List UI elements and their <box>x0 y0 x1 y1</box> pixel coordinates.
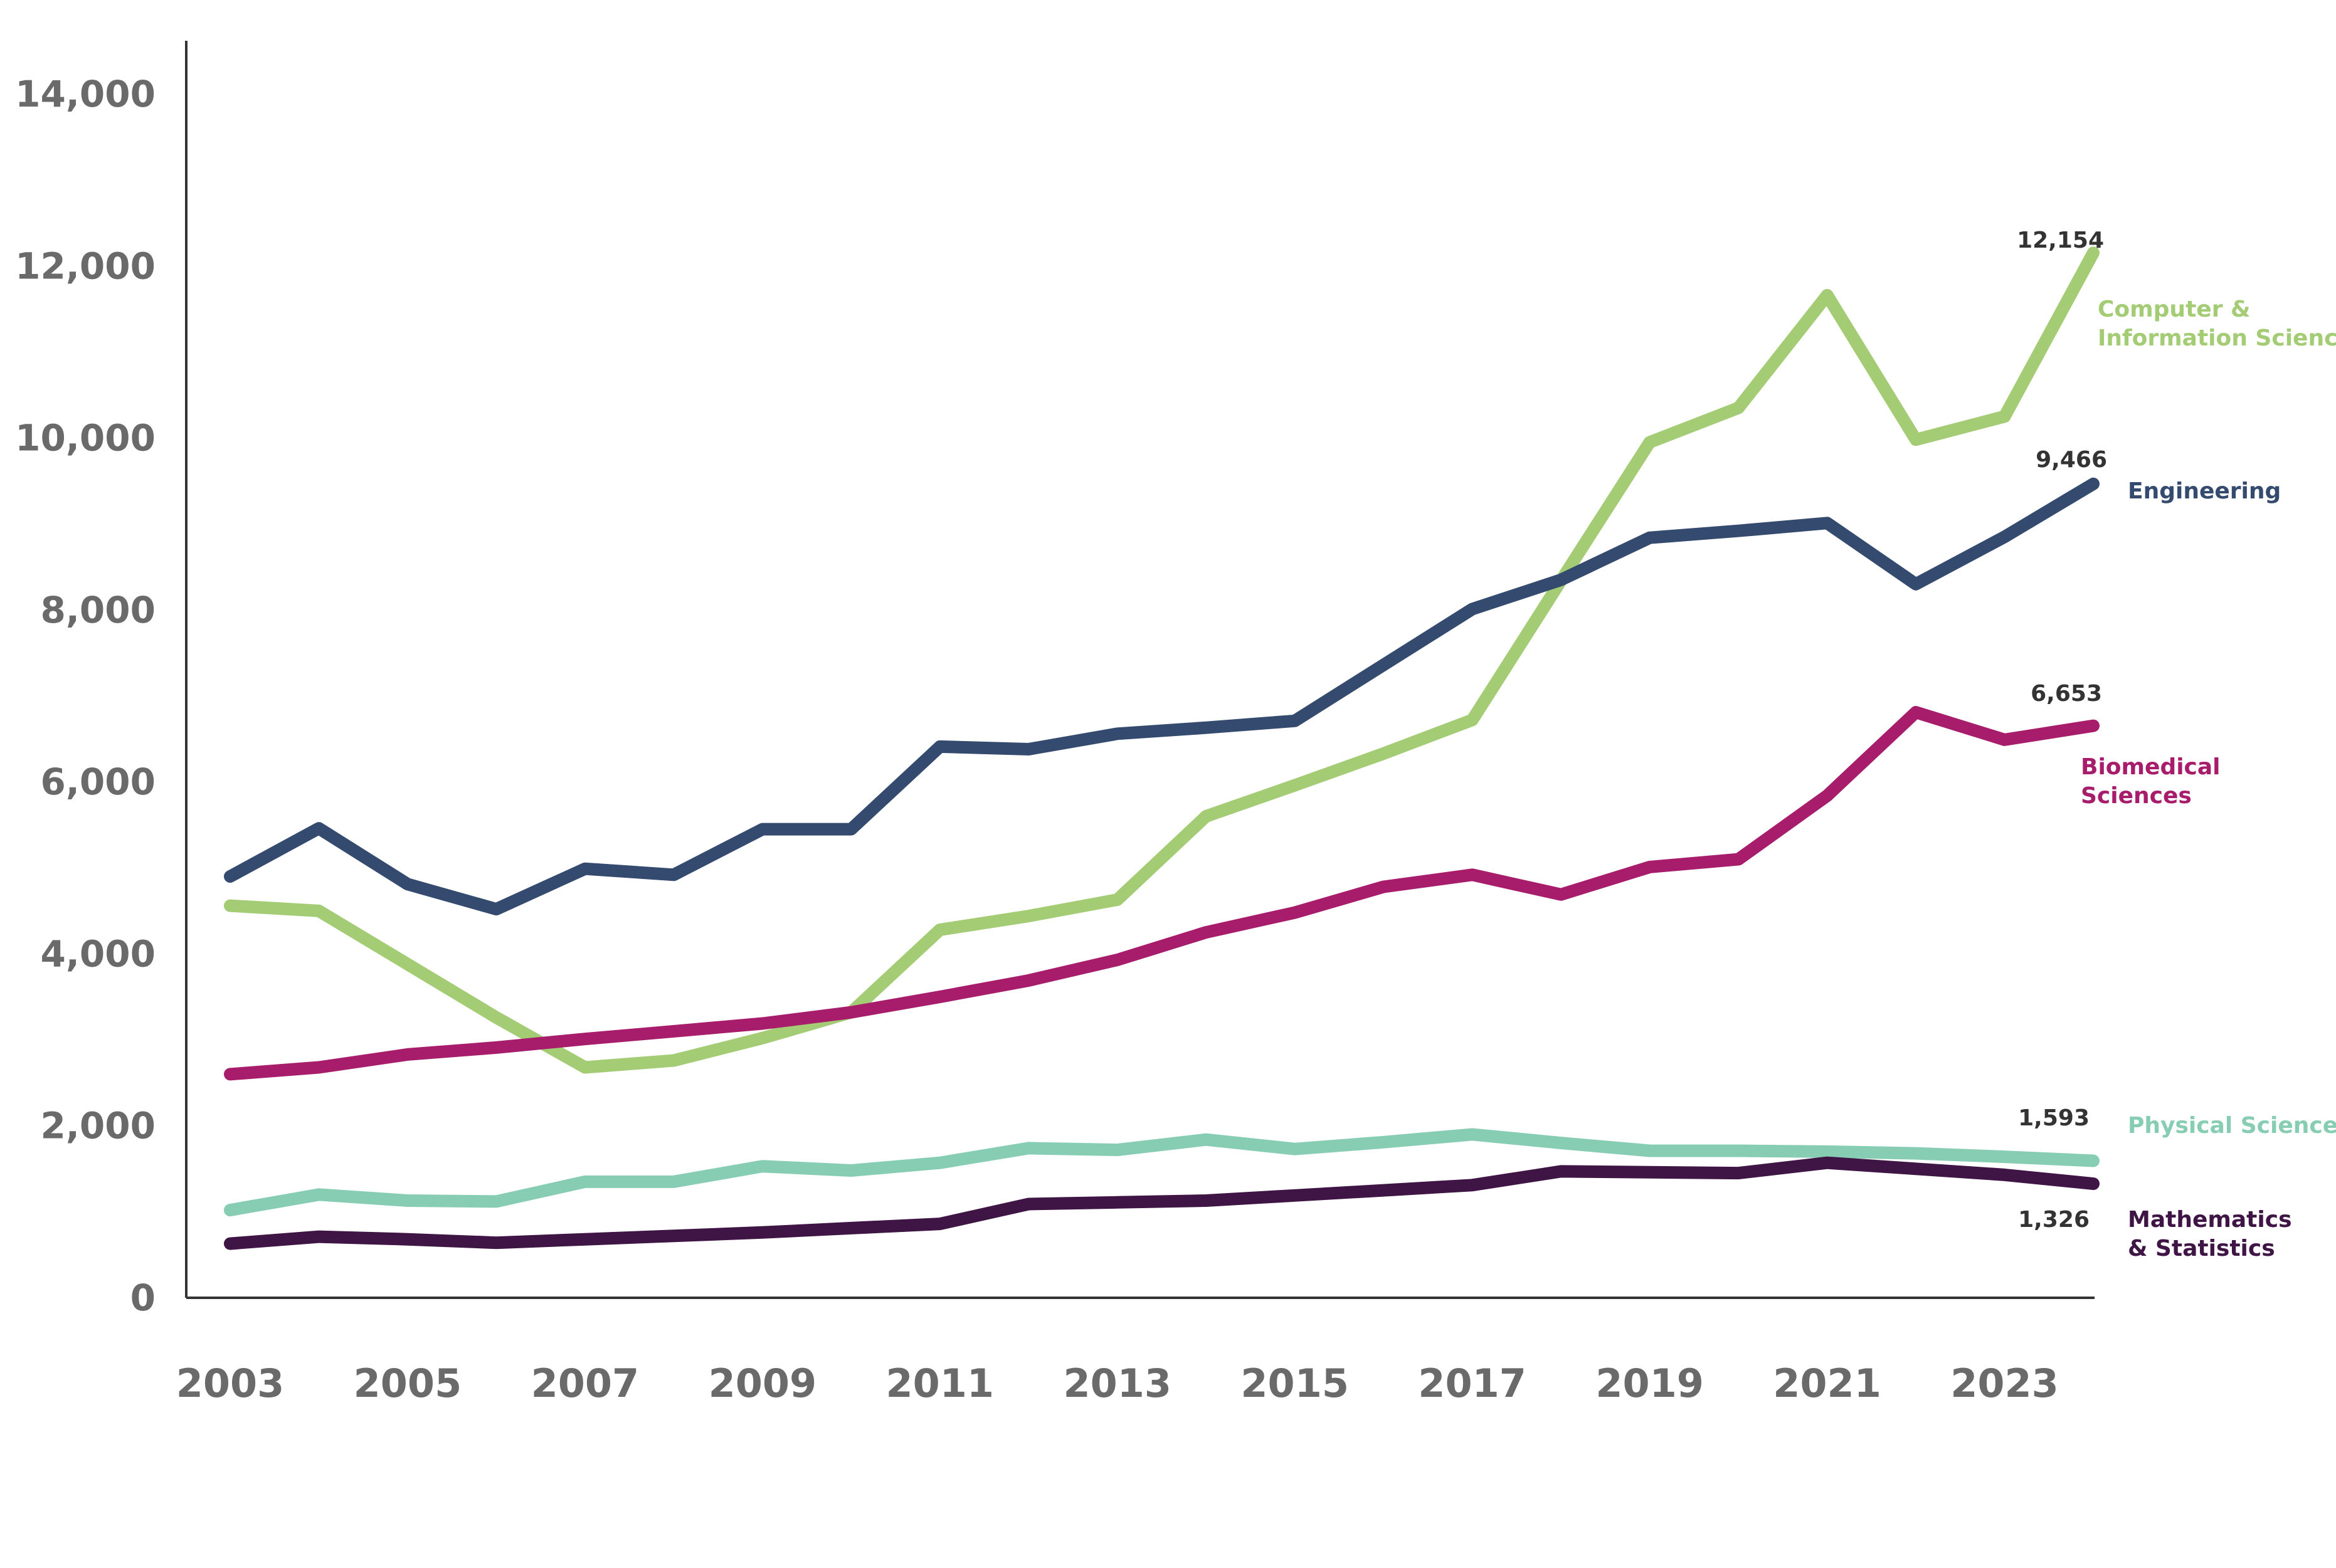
y-tick-label: 12,000 <box>15 245 156 287</box>
end-value-label-eng: 9,466 <box>2036 447 2107 473</box>
x-tick-label: 2007 <box>531 1360 640 1406</box>
x-tick-label: 2023 <box>1950 1360 2059 1406</box>
y-tick-label: 8,000 <box>41 589 156 631</box>
series-line-eng <box>224 477 2100 916</box>
series-label-phys: Physical Sciences <box>2128 1113 2336 1139</box>
x-tick-label: 2013 <box>1063 1360 1171 1406</box>
series-label-math: & Statistics <box>2128 1236 2275 1261</box>
y-tick-label: 14,000 <box>15 73 156 115</box>
y-axis-ticks: 0 2,000 4,000 6,000 8,000 10,000 12,000 14,000 <box>15 73 156 1319</box>
end-value-label-cis: 12,154 <box>2017 228 2104 253</box>
y-tick-label: 4,000 <box>41 932 156 975</box>
x-tick-label: 2017 <box>1418 1360 1526 1406</box>
series-label-cis: Information Sciences <box>2098 325 2336 351</box>
series-line-bio <box>224 706 2100 1081</box>
x-tick-label: 2003 <box>176 1360 285 1406</box>
y-tick-label: 10,000 <box>15 417 156 460</box>
x-tick-label: 2021 <box>1773 1360 1881 1406</box>
x-tick-label: 2015 <box>1240 1360 1349 1406</box>
x-tick-label: 2019 <box>1595 1360 1704 1406</box>
x-axis-ticks: 2003 2005 2007 2009 2011 2013 2015 2017 2019 2021… <box>176 1360 2059 1406</box>
x-tick-label: 2005 <box>354 1360 462 1406</box>
series-label-eng: Engineering <box>2128 478 2281 504</box>
y-tick-label: 0 <box>130 1276 156 1319</box>
series-label-cis: Computer & <box>2098 297 2250 322</box>
axes <box>185 41 2095 1299</box>
series-end-labels: 12,154 Computer & Information Sciences 9,46… <box>2017 228 2336 1261</box>
series-line-phys <box>224 1128 2100 1217</box>
x-tick-label: 2009 <box>709 1360 817 1406</box>
series-label-bio: Biomedical <box>2081 754 2221 780</box>
y-tick-label: 2,000 <box>41 1105 156 1147</box>
x-tick-label: 2011 <box>886 1360 995 1406</box>
series-label-math: Mathematics <box>2128 1207 2292 1233</box>
series-label-bio: Sciences <box>2081 783 2192 809</box>
series-lines <box>224 246 2100 1250</box>
end-value-label-phys: 1,593 <box>2018 1105 2090 1131</box>
y-tick-label: 6,000 <box>41 760 156 803</box>
series-line-math <box>224 1156 2100 1250</box>
end-value-label-math: 1,326 <box>2018 1207 2090 1233</box>
end-value-label-bio: 6,653 <box>2031 681 2102 707</box>
